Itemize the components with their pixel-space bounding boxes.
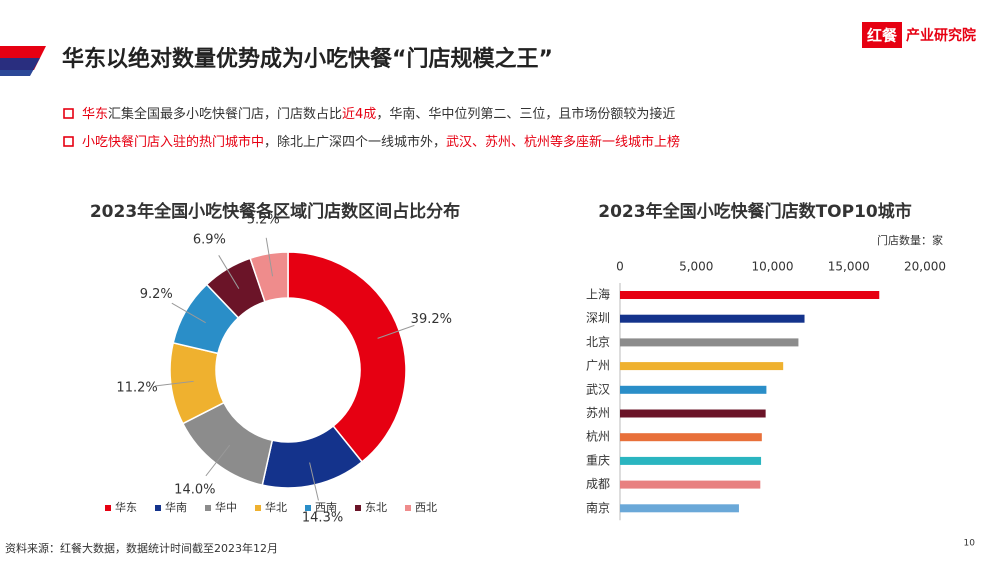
donut-segment xyxy=(249,251,289,303)
logo-brand: 红餐 xyxy=(867,27,898,45)
bullet-segment: ，华南、华中位列第二、三位，且市场份额较为接近 xyxy=(376,106,675,122)
leader-line xyxy=(205,444,231,477)
bullet-text: 华东汇集全国最多小吃快餐门店，门店数占比近4成，华南、华中位列第二、三位，且市场… xyxy=(82,106,675,122)
y-tick-label: 南京 xyxy=(586,500,610,515)
legend-label: 华南 xyxy=(165,500,187,514)
x-tick-label: 0 xyxy=(616,260,624,274)
bullet-icon xyxy=(63,136,74,147)
y-tick-label: 深圳 xyxy=(586,311,610,325)
legend-swatch xyxy=(355,505,361,511)
x-tick-label: 20,000 xyxy=(904,260,946,274)
leader-line xyxy=(309,462,319,501)
legend-label: 华北 xyxy=(265,500,287,514)
legend-label: 西北 xyxy=(415,501,437,514)
data-label: 14.3% xyxy=(302,511,343,526)
bar xyxy=(620,338,799,347)
bar xyxy=(620,385,767,394)
legend-label: 华东 xyxy=(115,500,137,514)
legend-swatch xyxy=(305,505,311,511)
slide-title: 华东以绝对数量优势成为小吃快餐“门店规模之王” xyxy=(62,46,553,72)
logo-unit: 产业研究院 xyxy=(906,27,976,44)
donut-segment xyxy=(287,251,407,463)
bullet-text: 小吃快餐门店入驻的热门城市中，除北上广深四个一线城市外，武汉、苏州、杭州等多座新… xyxy=(82,134,680,150)
leader-line xyxy=(171,302,206,324)
bar xyxy=(620,409,766,418)
y-tick-label: 苏州 xyxy=(586,406,610,420)
bullet-segment: ，除北上广深四个一线城市外， xyxy=(264,134,446,150)
legend-label: 华中 xyxy=(215,500,237,514)
leader-line xyxy=(154,380,194,387)
bar xyxy=(620,504,739,513)
y-tick-label: 成都 xyxy=(586,477,610,491)
leader-line xyxy=(218,255,240,289)
bar xyxy=(620,433,762,442)
chart-title: 2023年全国小吃快餐各区域门店数区间占比分布 xyxy=(90,201,460,222)
bullet-segment: 华东 xyxy=(82,107,108,122)
y-tick-label: 广州 xyxy=(586,359,610,373)
bar xyxy=(620,314,805,323)
y-tick-label: 杭州 xyxy=(586,429,610,444)
data-label: 5.2% xyxy=(247,213,280,228)
y-tick-label: 上海 xyxy=(586,287,610,302)
legend-swatch xyxy=(205,505,211,511)
legend-label: 东北 xyxy=(365,501,387,514)
bullet-segment: 小吃快餐门店入驻的热门城市中 xyxy=(82,134,264,150)
bar xyxy=(620,362,784,371)
data-label: 39.2% xyxy=(411,312,452,327)
x-tick-label: 15,000 xyxy=(828,260,870,274)
chart-title: 2023年全国小吃快餐门店数TOP10城市 xyxy=(598,201,911,222)
leader-line xyxy=(265,237,274,277)
header-accent xyxy=(0,58,40,76)
bar xyxy=(620,480,761,489)
data-label: 6.9% xyxy=(193,232,226,247)
leader-line xyxy=(377,324,415,339)
bar xyxy=(620,456,762,465)
bullet-segment: 武汉、苏州、杭州等多座新一线城市上榜 xyxy=(446,134,680,150)
x-tick-label: 5,000 xyxy=(679,260,713,274)
legend-swatch xyxy=(105,505,111,511)
bullet-icon xyxy=(63,108,74,119)
data-label: 14.0% xyxy=(174,483,215,498)
bullet-segment: 近4成 xyxy=(342,107,376,122)
x-tick-label: 10,000 xyxy=(752,260,794,274)
bullet-segment: 汇集全国最多小吃快餐门店，门店数占比 xyxy=(108,106,342,122)
logo-box xyxy=(862,22,902,48)
data-label: 9.2% xyxy=(140,287,173,302)
bar xyxy=(620,291,880,299)
source: 资料来源：红餐大数据，数据统计时间截至2023年12月 xyxy=(5,541,278,555)
legend-swatch xyxy=(255,505,261,511)
legend-swatch xyxy=(155,505,161,511)
axis-label: 门店数量：家 xyxy=(877,233,943,247)
y-tick-label: 武汉 xyxy=(586,382,610,396)
legend-label: 西南 xyxy=(315,501,337,514)
page-number: 10 xyxy=(964,539,976,549)
y-tick-label: 北京 xyxy=(586,335,610,349)
data-label: 11.2% xyxy=(116,381,157,396)
y-tick-label: 重庆 xyxy=(586,453,610,467)
legend-swatch xyxy=(405,505,411,511)
